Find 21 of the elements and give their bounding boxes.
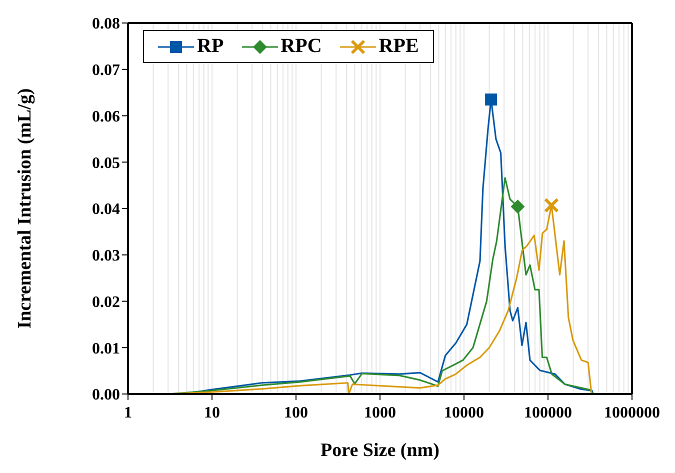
y-tick-label: 0.04 [92, 201, 120, 218]
x-tick-label: 10000 [444, 404, 484, 422]
y-tick-label: 0.08 [92, 16, 120, 33]
y-tick-label: 0.01 [92, 340, 120, 358]
x-tick-label: 1000000 [604, 404, 660, 422]
x-tick-label: 1000 [364, 404, 396, 422]
y-tick-label: 0.00 [92, 386, 120, 404]
y-axis-title: Incremental Intrusion (mL/g) [14, 88, 36, 329]
x-tick-label: 10 [204, 404, 220, 422]
legend-label: RPE [378, 35, 419, 58]
x-tick-label: 100000 [524, 404, 572, 422]
x-axis-title: Pore Size (nm) [320, 440, 440, 461]
legend-label: RP [197, 35, 224, 58]
x-tick-label: 1 [124, 404, 132, 422]
x-tick-label: 100 [284, 404, 308, 422]
y-tick-label: 0.05 [92, 154, 120, 172]
legend-label: RPC [280, 35, 322, 58]
y-tick-label: 0.07 [92, 62, 120, 80]
y-tick-label: 0.03 [92, 248, 120, 265]
y-tick-label: 0.02 [92, 294, 120, 311]
y-tick-label: 0.06 [92, 108, 120, 126]
